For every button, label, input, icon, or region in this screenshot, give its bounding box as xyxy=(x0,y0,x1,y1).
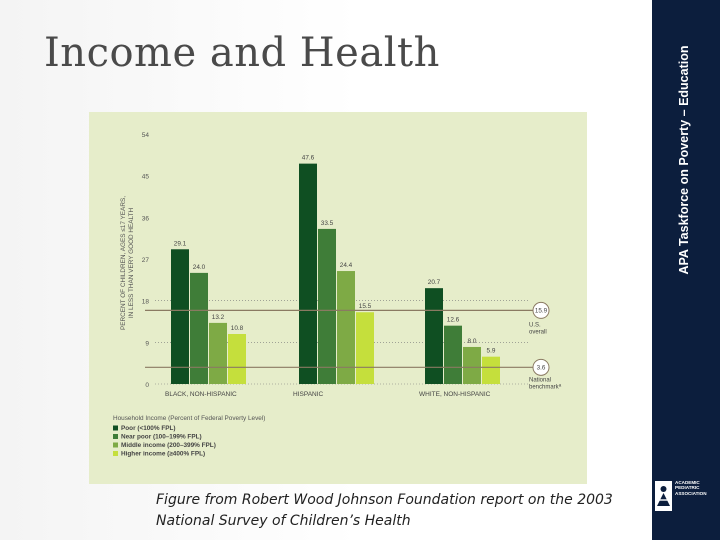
x-category-label: WHITE, NON-HISPANIC xyxy=(419,391,491,398)
bar-data-label: 5.9 xyxy=(487,348,496,355)
logo-line-3: ASSOCIATION xyxy=(675,490,707,496)
legend-title: Household Income (Percent of Federal Pov… xyxy=(113,415,265,422)
slide-title: Income and Health xyxy=(44,30,440,76)
y-tick-label: 0 xyxy=(145,382,149,389)
sidebar: APA Taskforce on Poverty – Education ACA… xyxy=(652,0,720,540)
reference-value-label: 15.9 xyxy=(535,308,548,315)
y-tick-label: 27 xyxy=(142,257,150,264)
bar xyxy=(209,322,227,384)
bar xyxy=(299,163,317,384)
y-tick-label: 9 xyxy=(145,340,149,347)
bar-data-label: 20.7 xyxy=(428,279,441,286)
legend-entry: Poor (<100% FPL) xyxy=(121,425,176,432)
logo-line-2: PEDIATRIC xyxy=(675,485,700,491)
bar-data-label: 12.6 xyxy=(447,317,460,324)
logo-text: ACADEMIC PEDIATRIC ASSOCIATION xyxy=(675,480,719,496)
bar-data-label: 8.0 xyxy=(468,338,477,345)
bar xyxy=(444,325,462,384)
bar xyxy=(463,346,481,384)
bar xyxy=(482,356,500,384)
bar-data-label: 10.8 xyxy=(231,325,244,332)
bar xyxy=(171,249,189,384)
bar-data-label: 13.2 xyxy=(212,314,225,321)
legend-entry: Higher income (≥400% FPL) xyxy=(121,451,205,458)
y-tick-label: 54 xyxy=(142,132,150,139)
reference-line-text: National benchmarka xyxy=(529,377,562,390)
legend-entry: Middle income (200–399% FPL) xyxy=(121,442,216,449)
reference-value-label: 3.6 xyxy=(537,365,546,372)
y-axis-label: PERCENT OF CHILDREN, AGES ≤17 YEARS,IN L… xyxy=(120,196,135,330)
y-tick-label: 45 xyxy=(142,174,150,181)
bar-data-label: 15.5 xyxy=(359,303,372,310)
bar xyxy=(425,288,443,384)
reference-value-marker xyxy=(532,358,550,376)
legend-entry: Near poor (100–199% FPL) xyxy=(121,434,202,441)
figure-caption: Figure from Robert Wood Johnson Foundati… xyxy=(156,492,613,529)
legend-swatch xyxy=(113,434,118,439)
bar xyxy=(356,312,374,384)
bar-data-label: 24.0 xyxy=(193,264,206,271)
bar-data-label: 24.4 xyxy=(340,262,353,269)
reference-line-text: U.S. overall xyxy=(529,322,547,335)
x-category-label: BLACK, NON-HISPANIC xyxy=(165,391,237,398)
bar-data-label: 29.1 xyxy=(174,240,187,247)
bar xyxy=(228,334,246,384)
sidebar-title: APA Taskforce on Poverty – Education xyxy=(677,45,691,275)
bar-data-label: 47.6 xyxy=(302,155,315,162)
chart-panel: 0 9 18 27 36 45 54 PERCENT OF CHILDREN, AGES ≤1… xyxy=(89,112,587,484)
reference-value-marker xyxy=(532,301,550,319)
legend-swatch xyxy=(113,425,118,431)
bar xyxy=(190,272,208,384)
apa-logo-icon xyxy=(655,481,672,511)
x-category-label: HISPANIC xyxy=(293,391,324,398)
bar xyxy=(318,228,336,384)
y-tick-label: 36 xyxy=(142,215,150,222)
bar-data-label: 33.5 xyxy=(321,220,334,227)
legend-swatch xyxy=(113,451,118,456)
logo-line-1: ACADEMIC xyxy=(675,480,700,485)
income-health-chart: 0 9 18 27 36 45 54 PERCENT OF CHILDREN, AGES ≤1… xyxy=(113,132,562,458)
bar xyxy=(337,271,355,384)
y-tick-label: 18 xyxy=(142,299,150,306)
legend-swatch xyxy=(113,442,118,448)
